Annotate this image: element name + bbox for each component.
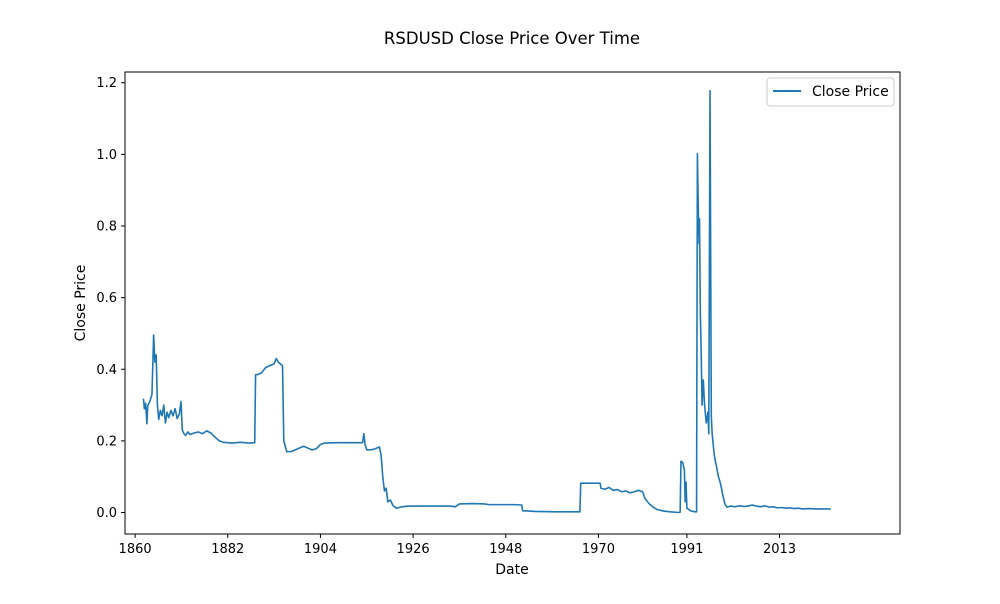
x-axis-label: Date [495, 562, 528, 578]
legend-label-close-price: Close Price [812, 84, 889, 100]
y-tick-label: 0.8 [96, 220, 117, 235]
plot-area [124, 71, 901, 535]
x-tick-label: 1860 [119, 542, 152, 557]
x-tick-label: 2013 [763, 542, 796, 557]
x-tick-label: 1970 [582, 542, 615, 557]
x-tick-label: 1926 [397, 542, 430, 557]
y-tick-label: 1.0 [96, 148, 117, 163]
y-tick-label: 1.2 [96, 76, 117, 91]
y-axis-label: Close Price [73, 265, 89, 342]
x-tick-label: 1991 [670, 542, 703, 557]
x-tick-label: 1904 [304, 542, 337, 557]
y-tick-label: 0.2 [96, 434, 117, 449]
legend: Close Price [766, 77, 895, 107]
x-tick-label: 1882 [211, 542, 244, 557]
y-axis-ticks: 0.0 0.2 0.4 0.6 0.8 1.0 1.2 [96, 76, 125, 521]
axes-frame [124, 71, 901, 535]
series-layer [142, 89, 831, 514]
y-tick-label: 0.0 [96, 506, 117, 521]
y-tick-label: 0.6 [96, 291, 117, 306]
series-line-close-price [142, 89, 831, 514]
y-tick-label: 0.4 [96, 363, 117, 378]
x-axis-ticks: 1860 1882 1904 1926 1948 1970 1991 2013 [119, 534, 796, 557]
legend-box [766, 77, 895, 107]
chart-title: RSDUSD Close Price Over Time [384, 29, 640, 48]
x-tick-label: 1948 [489, 542, 522, 557]
